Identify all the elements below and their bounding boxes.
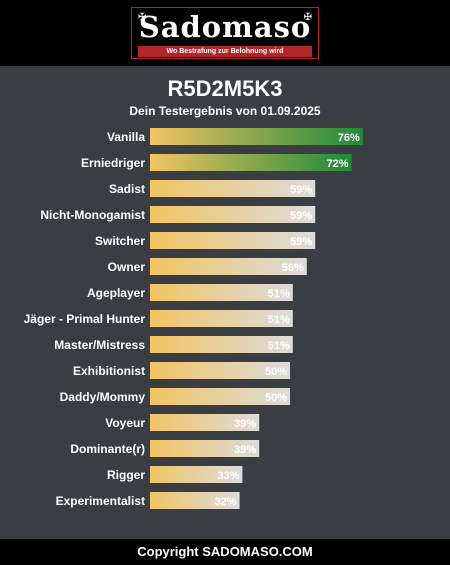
value-label: 50% — [265, 392, 287, 404]
category-label: Nicht-Monogamist — [40, 208, 145, 222]
value-label: 51% — [268, 288, 290, 300]
category-label: Master/Mistress — [54, 338, 145, 352]
result-code-title: R5D2M5K3 — [167, 76, 283, 101]
category-label: Voyeur — [105, 416, 145, 430]
category-label: Experimentalist — [56, 494, 145, 508]
result-bar — [150, 258, 307, 275]
result-bar — [150, 336, 293, 353]
category-label: Daddy/Mommy — [60, 390, 146, 404]
result-bar — [150, 310, 293, 327]
result-bar — [150, 388, 290, 405]
category-label: Erniedriger — [81, 156, 145, 170]
category-label: Switcher — [95, 234, 145, 248]
category-label: Vanilla — [107, 130, 145, 144]
logo-wordmark: Sadomaso — [138, 10, 312, 44]
result-bar — [150, 128, 363, 145]
value-label: 56% — [282, 262, 304, 274]
site-logo[interactable]: ✠ ✠ Sadomaso Wo Bestrafung zur Belohnung… — [131, 7, 319, 59]
value-label: 39% — [234, 444, 256, 456]
result-bar — [150, 180, 316, 197]
value-label: 51% — [268, 314, 290, 326]
value-label: 33% — [217, 470, 239, 482]
result-bar — [150, 414, 260, 431]
results-bar-chart: Vanilla 76% Erniedriger 72% Sadist 59% Nicht-M… — [24, 128, 363, 509]
result-bar — [150, 466, 243, 483]
fleur-ornament-icon: ✠ — [138, 12, 147, 23]
value-label: 76% — [338, 132, 360, 144]
result-bar — [150, 492, 240, 509]
result-bar — [150, 206, 316, 223]
site-header: ✠ ✠ Sadomaso Wo Bestrafung zur Belohnung… — [0, 0, 450, 66]
category-label: Sadist — [109, 182, 145, 196]
value-label: 59% — [290, 184, 312, 196]
result-bar — [150, 362, 290, 379]
value-label: 72% — [327, 158, 349, 170]
value-label: 51% — [268, 340, 290, 352]
category-label: Dominante(r) — [70, 442, 145, 456]
logo-tagline: Wo Bestrafung zur Belohnung wird — [138, 46, 312, 57]
category-label: Ageplayer — [87, 286, 145, 300]
value-label: 39% — [234, 418, 256, 430]
category-label: Owner — [108, 260, 146, 274]
category-label: Exhibitionist — [73, 364, 145, 378]
category-label: Jäger - Primal Hunter — [24, 312, 146, 326]
result-bar — [150, 232, 316, 249]
value-label: 59% — [290, 236, 312, 248]
fleur-ornament-icon: ✠ — [303, 12, 312, 23]
value-label: 59% — [290, 210, 312, 222]
result-bar — [150, 154, 352, 171]
result-date-subtitle: Dein Testergebnis von 01.09.2025 — [129, 104, 321, 118]
category-label: Rigger — [107, 468, 145, 482]
value-label: 50% — [265, 366, 287, 378]
result-bar — [150, 440, 260, 457]
result-bar — [150, 284, 293, 301]
value-label: 32% — [215, 496, 237, 508]
footer-copyright: Copyright SADOMASO.COM — [0, 539, 450, 565]
